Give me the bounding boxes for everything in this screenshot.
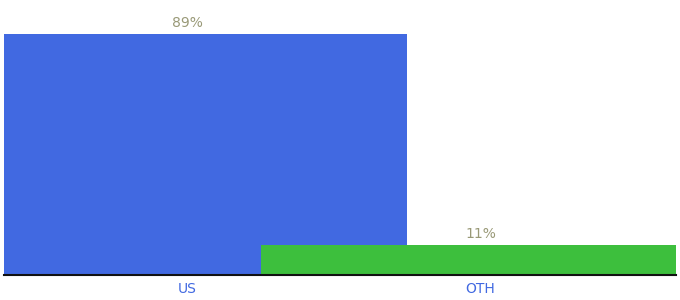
Bar	[0, 34, 407, 275]
Bar	[260, 245, 680, 275]
Text: 89%: 89%	[172, 16, 203, 30]
Text: 11%: 11%	[465, 227, 496, 241]
